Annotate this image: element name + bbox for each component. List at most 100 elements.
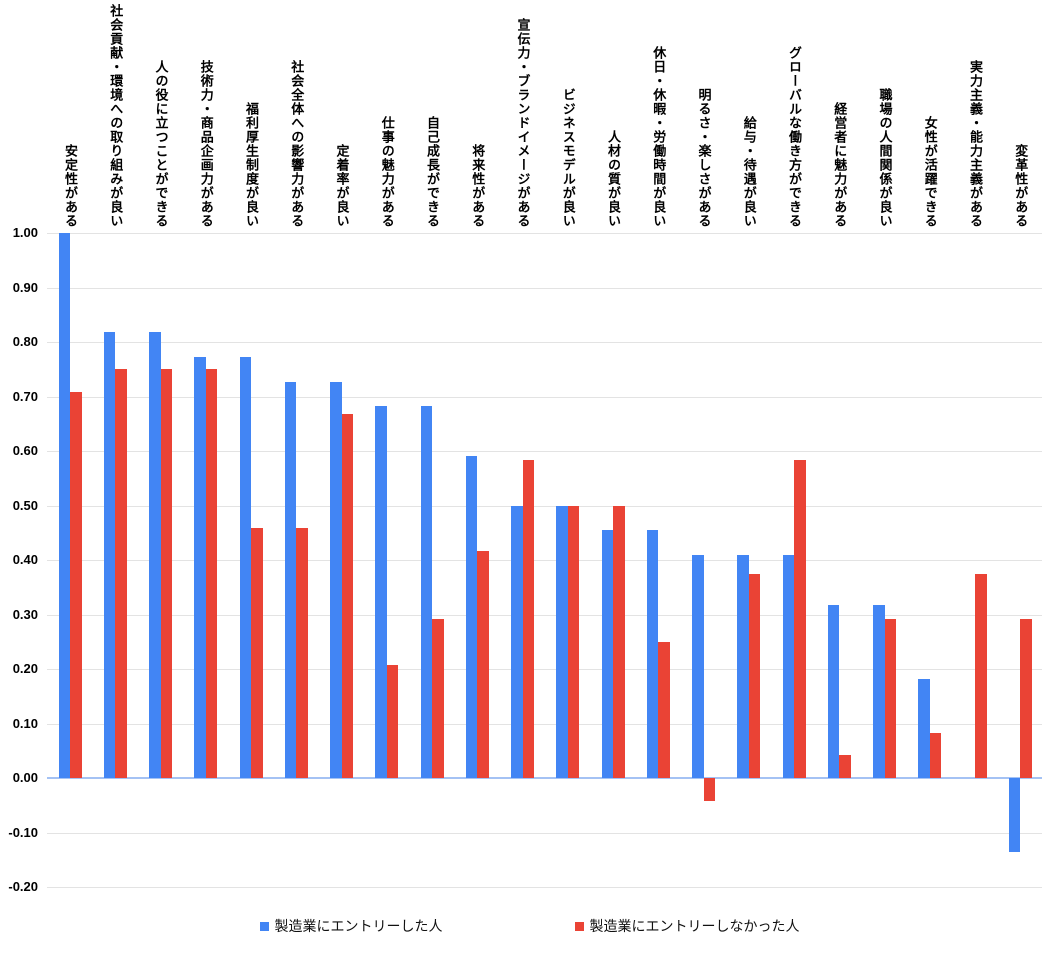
category-label: 経営者に魅力がある	[832, 102, 848, 228]
bar-not-entried	[613, 505, 625, 778]
bar-not-entried	[160, 369, 172, 778]
bar-not-entried	[567, 505, 580, 778]
bar-entried	[782, 555, 794, 778]
bar-entried	[737, 555, 749, 778]
y-axis-tick-label: 0.60	[12, 443, 38, 458]
gridline	[47, 723, 1042, 725]
gridline	[47, 233, 1042, 234]
bar-not-entried	[386, 664, 399, 778]
legend: 製造業にエントリーした人 製造業にエントリーしなかった人	[0, 916, 1059, 936]
bar-entried	[330, 381, 342, 778]
category-label: 実力主義・能力主義がある	[968, 60, 983, 228]
bar-not-entried	[522, 460, 534, 778]
category-label: 人材の質が良い	[606, 130, 621, 228]
bar-entried	[194, 356, 206, 778]
bar-entried	[1008, 778, 1021, 853]
category-label: 定着率が良い	[334, 144, 350, 228]
y-axis-tick-label: 0.30	[12, 606, 38, 622]
gridline	[47, 560, 1042, 561]
category-label: 明るさ・楽しさがある	[696, 88, 712, 228]
category-label: 安定性がある	[63, 144, 78, 228]
gridline	[47, 451, 1042, 452]
bar-entried	[239, 356, 251, 778]
category-label: 社会貢献・環境への取り組みが良い	[108, 4, 124, 228]
bar-entried	[375, 406, 387, 778]
category-label: 社会全体への影響力がある	[289, 60, 305, 228]
y-axis-tick-label: 0.10	[12, 715, 38, 731]
category-label: 変革性がある	[1013, 144, 1029, 228]
bar-entried	[556, 505, 568, 778]
y-axis-tick-label: 0.40	[12, 552, 38, 567]
legend-swatch-red-icon	[574, 921, 584, 931]
category-label: 女性が活躍できる	[922, 116, 938, 228]
bar-not-entried	[1020, 618, 1032, 778]
bar-entried	[58, 233, 70, 778]
category-label: 仕事の魅力がある	[379, 116, 395, 228]
gridline	[47, 887, 1042, 888]
legend-swatch-blue-icon	[259, 921, 269, 931]
bar-entried	[873, 604, 885, 778]
bar-entried	[103, 332, 116, 778]
bar-not-entried	[794, 460, 806, 778]
category-label: 職場の人間関係が良い	[877, 88, 893, 228]
bar-not-entried	[839, 755, 851, 778]
y-axis-tick-label: -0.10	[8, 824, 38, 840]
y-axis-tick-label: 1.00	[12, 225, 38, 240]
y-axis-tick-label: 0.80	[12, 334, 38, 349]
y-axis-tick-label: 0.90	[12, 279, 38, 295]
bar-not-entried	[477, 550, 489, 778]
gridline	[47, 342, 1042, 343]
zero-axis-line	[47, 777, 1042, 779]
category-labels: 安定性がある 社会貢献・環境への取り組みが良い 人の役に立つことができる 技術力・商品…	[47, 0, 1042, 233]
gridline	[47, 832, 1042, 834]
bar-not-entried	[341, 414, 353, 778]
plot-area	[47, 233, 1042, 888]
bar-not-entried	[658, 641, 670, 778]
legend-label-not-entried: 製造業にエントリーしなかった人	[589, 918, 800, 934]
legend-label-entried: 製造業にエントリーした人	[274, 918, 443, 934]
y-axis-tick-label: 0.70	[12, 388, 38, 404]
category-label: 休日・休暇・労働時間が良い	[651, 46, 667, 228]
bar-entried	[601, 530, 613, 778]
category-label: 技術力・商品企画力がある	[198, 60, 214, 228]
bar-entried	[692, 555, 704, 778]
bar-entried	[827, 604, 840, 778]
bar-not-entried	[432, 618, 444, 778]
category-label: 自己成長ができる	[425, 116, 440, 228]
bar-not-entried	[296, 528, 308, 778]
y-axis-tick-label: -0.20	[8, 879, 38, 894]
y-axis-tick-label: 0.00	[12, 770, 38, 785]
category-label: 給与・待遇が良い	[741, 116, 757, 228]
category-label: グローバルな働き方ができる	[787, 46, 802, 228]
bar-not-entried	[884, 618, 896, 778]
legend-item-entried: 製造業にエントリーした人	[259, 916, 443, 936]
category-label: 福利厚生制度が良い	[244, 102, 259, 228]
y-axis-tick-label: 0.50	[12, 497, 38, 513]
category-label: 将来性がある	[470, 144, 486, 228]
gridline	[47, 505, 1042, 507]
bar-entried	[420, 406, 432, 778]
bar-entried	[511, 505, 523, 778]
bar-not-entried	[115, 369, 127, 778]
y-axis-tick-label: 0.20	[12, 661, 38, 676]
gridline	[47, 287, 1042, 289]
legend-item-not-entried: 製造業にエントリーしなかった人	[574, 916, 800, 936]
gridline	[47, 614, 1042, 616]
bar-not-entried	[70, 392, 82, 778]
bar-not-entried	[205, 369, 218, 778]
bar-not-entried	[748, 573, 761, 778]
bar-entried	[465, 455, 478, 778]
bar-entried	[284, 381, 297, 778]
bar-entried	[918, 678, 930, 778]
bar-not-entried	[929, 732, 942, 778]
bar-not-entried	[703, 778, 715, 801]
category-label: ビジネスモデルが良い	[560, 88, 576, 228]
category-label: 人の役に立つことができる	[153, 60, 169, 228]
bar-not-entried	[975, 573, 987, 778]
bar-entried	[149, 332, 161, 778]
category-label: 宣伝力・ブランドイメージがある	[515, 18, 531, 228]
bar-entried	[646, 530, 659, 778]
gridline	[47, 669, 1042, 670]
gridline	[47, 396, 1042, 398]
